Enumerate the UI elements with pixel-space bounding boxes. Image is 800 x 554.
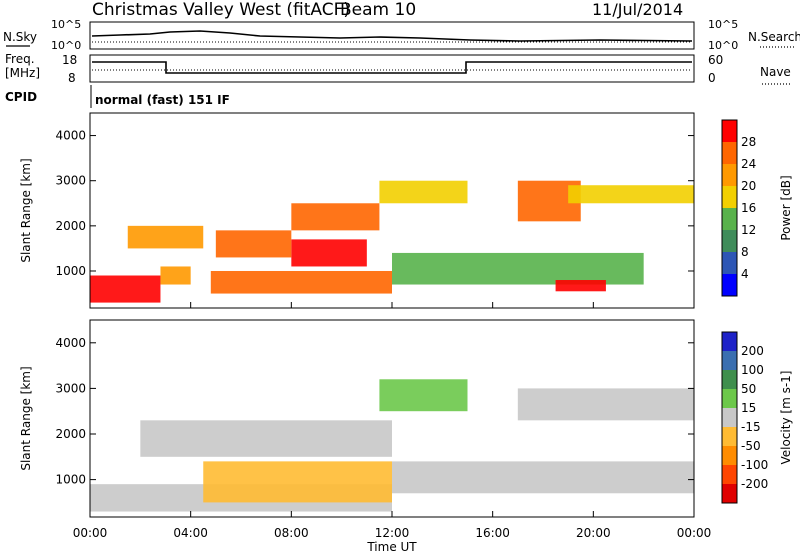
velocity-region-3 [379,379,468,412]
velocity-colorbar-tick-2: 50 [741,382,756,396]
velocity-colorbar-segment-5 [722,389,737,408]
velocity-colorbar-segment-1 [722,465,737,484]
velocity-ytick-label-0: 1000 [55,473,86,487]
x-axis-label: Time UT [366,540,417,554]
nsky-trace [91,30,693,42]
velocity-ytick-label-2: 3000 [55,381,86,395]
power-ytick-label-2: 3000 [55,174,86,188]
velocity-colorbar-segment-4 [722,408,737,427]
power-colorbar-segment-6 [722,142,737,164]
nave-tick-low: 0 [708,71,716,85]
nsky-label: N.Sky [3,30,37,44]
sky-panel-frame [89,21,695,50]
velocity-colorbar-tick-4: -15 [741,420,761,434]
nsearch-tick-low: 10^0 [708,39,738,52]
power-colorbar-label: Power [dB] [779,175,793,240]
power-colorbar-frame [721,119,738,297]
cpid-label: CPID [5,90,37,104]
velocity-region-4 [392,461,694,494]
power-colorbar-segment-2 [722,230,737,252]
nsky-tick-high: 10^5 [51,18,81,31]
power-region-9 [568,185,694,204]
power-region-1 [160,266,191,285]
plot-title: Christmas Valley West (fitACF) [92,0,350,20]
power-region-5 [291,203,380,231]
velocity-colorbar-segment-7 [722,351,737,370]
power-colorbar-segment-0 [722,274,737,296]
time-axis: Time UT 00:00 04:00 08:00 12:00 16:00 20:00 00… [73,526,712,554]
power-colorbar-tick-5: 24 [741,157,756,171]
freq-tick-high: 18 [62,53,77,67]
velocity-colorbar-segment-8 [722,332,737,351]
x-tick-label-3: 12:00 [375,526,410,540]
velocity-colorbar-tick-3: 15 [741,401,756,415]
nave-tick-high: 60 [708,53,723,67]
power-colorbar-segment-7 [722,120,737,142]
heatmap-panels: 1000 2000 3000 4000 Slant Range [km] 4 8 12 16 20… [19,112,793,518]
power-colorbar-segment-5 [722,164,737,186]
power-colorbar-tick-1: 8 [741,245,749,259]
freq-unit-label: [MHz] [5,66,40,80]
velocity-colorbar-segment-3 [722,427,737,446]
velocity-colorbar-frame [721,331,738,504]
velocity-colorbar-tick-5: -50 [741,439,761,453]
velocity-ytick-label-3: 4000 [55,336,86,350]
power-region-0 [90,275,161,303]
freq-tick-low: 8 [68,71,76,85]
power-region-11 [127,225,204,249]
freq-trace [92,61,692,74]
velocity-colorbar-segment-0 [722,484,737,503]
power-region-4 [215,230,292,258]
power-colorbar-tick-0: 4 [741,267,749,281]
velocity-colorbar-label: Velocity [m s-1] [779,371,793,465]
power-colorbar-segment-4 [722,186,737,208]
power-region-6 [379,180,468,204]
power-ytick-label-0: 1000 [55,264,86,278]
freq-panel-frame [89,54,695,83]
velocity-colorbar-segment-2 [722,446,737,465]
velocity-ytick-label-1: 2000 [55,427,86,441]
power-region-10 [555,280,606,292]
nave-label: Nave [760,65,791,79]
date-label: 11/Jul/2014 [592,0,683,19]
power-colorbar-tick-6: 28 [741,135,756,149]
power-ytick-label-3: 4000 [55,129,86,143]
velocity-region-5 [517,388,694,421]
velocity-colorbar-tick-0: 200 [741,344,764,358]
velocity-region-2 [140,420,392,457]
velocity-colorbar-segment-6 [722,370,737,389]
power-colorbar-tick-3: 16 [741,201,756,215]
beam-label: Beam 10 [340,0,416,20]
x-tick-label-1: 04:00 [173,526,208,540]
nsearch-tick-high: 10^5 [708,18,738,31]
velocity-region-1 [203,461,392,503]
power-colorbar-tick-4: 20 [741,179,756,193]
power-region-7 [392,252,644,285]
nsearch-label: N.Search [748,30,800,44]
freq-nave-panel: Freq. [MHz] 18 8 60 0 Nave [5,52,791,85]
nsky-tick-low: 10^0 [51,39,81,52]
power-ytick-label-1: 2000 [55,219,86,233]
velocity-colorbar-tick-7: -200 [741,477,768,491]
velocity-colorbar-tick-6: -100 [741,458,768,472]
x-tick-label-5: 20:00 [576,526,611,540]
x-tick-label-6: 00:00 [677,526,712,540]
cpid-text: normal (fast) 151 IF [95,93,230,107]
velocity-colorbar-tick-1: 100 [741,363,764,377]
cpid-panel: CPID normal (fast) 151 IF [5,85,230,108]
power-y-axis-label: Slant Range [km] [19,158,33,262]
power-colorbar-segment-3 [722,208,737,230]
x-tick-label-0: 00:00 [73,526,108,540]
power-colorbar-segment-1 [722,252,737,274]
x-tick-label-4: 16:00 [475,526,510,540]
power-region-2 [210,270,392,294]
sky-search-panel: N.Sky 10^5 10^0 10^5 10^0 N.Search [3,18,800,52]
velocity-y-axis-label: Slant Range [km] [19,366,33,470]
x-tick-label-2: 08:00 [274,526,309,540]
freq-label: Freq. [5,52,35,66]
power-colorbar-tick-2: 12 [741,223,756,237]
power-region-3 [291,239,367,267]
